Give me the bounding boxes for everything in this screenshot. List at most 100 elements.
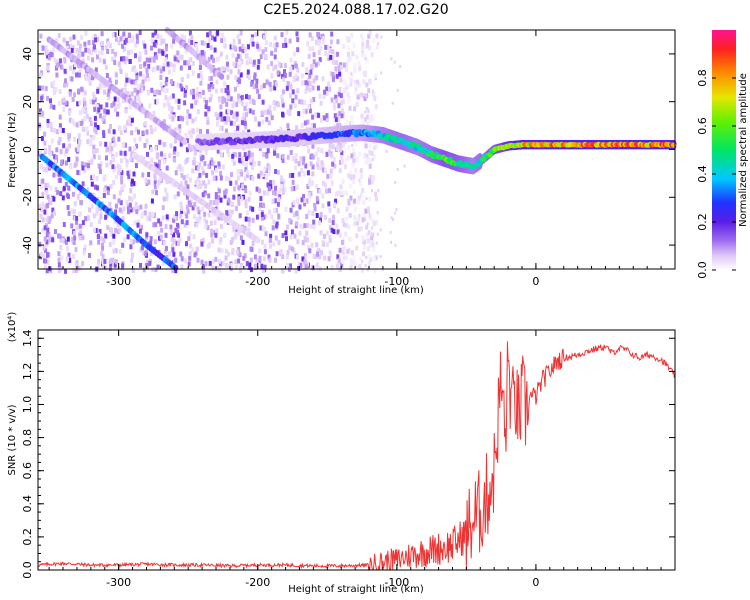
- spectrogram-noise-cell: [41, 201, 45, 207]
- spectrogram-noise-cell: [161, 215, 165, 221]
- spectrogram-noise-cell: [342, 158, 346, 164]
- spectrogram-noise-cell: [219, 111, 223, 117]
- spectrogram-noise-cell: [308, 73, 312, 79]
- spectrogram-noise-cell: [244, 203, 248, 209]
- spectrogram-noise-cell: [162, 119, 166, 125]
- spectrogram-noise-cell: [195, 222, 199, 228]
- spectrogram-noise-cell: [330, 227, 334, 233]
- spectrogram-noise-cell: [43, 204, 47, 210]
- spectrogram-noise-cell: [253, 75, 257, 81]
- spectrogram-noise-cell: [186, 184, 190, 190]
- spectrogram-noise-cell: [177, 104, 181, 110]
- spectrogram-noise-cell: [53, 128, 57, 133]
- spectrogram-noise-cell: [325, 151, 329, 157]
- spectrogram-noise-cell: [249, 257, 253, 263]
- spectrogram-noise-cell: [312, 253, 316, 259]
- spectrogram-noise-cell: [161, 50, 165, 56]
- spectrogram-noise-cell: [46, 182, 50, 188]
- spectrogram-noise-cell: [369, 256, 373, 262]
- spectrogram-noise-cell: [162, 240, 166, 246]
- spectrogram-noise-cell: [367, 110, 370, 114]
- spectrogram-noise-cell: [87, 163, 90, 169]
- spectrogram-noise-cell: [70, 47, 74, 53]
- spectrogram-noise-cell: [353, 221, 357, 227]
- spectrogram-noise-cell: [249, 160, 253, 166]
- spectrogram-noise-cell: [247, 75, 251, 81]
- spectrogram-noise-cell: [243, 185, 247, 191]
- spectrogram-noise-cell: [180, 264, 184, 270]
- spectrogram-noise-cell: [118, 190, 122, 196]
- spectrogram-noise-cell: [81, 51, 85, 57]
- spectrogram-noise-cell: [151, 189, 155, 195]
- spectrogram-noise-cell: [327, 55, 331, 61]
- spectrogram-noise-cell: [40, 136, 44, 141]
- spectrogram-noise-cell: [375, 45, 379, 50]
- spectrogram-noise-cell: [55, 171, 59, 177]
- spectrogram-noise-cell: [350, 77, 353, 83]
- spectrogram-noise-cell: [234, 259, 238, 265]
- spectrogram-noise-cell: [237, 196, 240, 202]
- spectrogram-noise-cell: [89, 222, 93, 228]
- spectrogram-noise-cell: [83, 244, 87, 250]
- spectrogram-noise-cell: [360, 33, 364, 39]
- spectrogram-noise-cell: [179, 43, 183, 49]
- spectrogram-noise-cell: [72, 230, 76, 236]
- spectrogram-noise-cell: [159, 34, 163, 40]
- spectrogram-noise-cell: [64, 160, 68, 166]
- spectrogram-noise-cell: [214, 111, 218, 117]
- spectrogram-noise-cell: [38, 241, 42, 247]
- spectrogram-noise-cell: [200, 40, 204, 46]
- spectrogram-noise-cell: [117, 136, 121, 142]
- spectrogram-noise-cell: [41, 178, 45, 184]
- spectrogram-noise-cell: [260, 239, 264, 245]
- spectrogram-noise-cell: [109, 262, 113, 268]
- spectrogram-noise-cell: [60, 159, 64, 165]
- spectrogram-noise-cell: [249, 267, 253, 273]
- spectrogram-noise-cell: [234, 231, 238, 237]
- spectrogram-noise-cell: [117, 61, 121, 67]
- spectrogram-noise-cell: [75, 156, 79, 162]
- spectrogram-noise-cell: [318, 189, 322, 195]
- spectrogram-noise-cell: [138, 100, 142, 106]
- spectrogram-noise-cell: [140, 224, 143, 230]
- spectrogram-noise-cell: [102, 238, 106, 243]
- spectrogram-noise-cell: [308, 87, 312, 93]
- spectrogram-noise-cell: [191, 144, 195, 150]
- spectrogram-noise-cell: [54, 229, 57, 234]
- spectrogram-noise-cell: [231, 43, 235, 49]
- colorbar-ticks: 0.00.20.40.60.8: [696, 69, 736, 279]
- spectrogram-noise-cell: [319, 100, 323, 106]
- spectrogram-noise-cell: [252, 59, 256, 65]
- spectrogram-noise-cell: [222, 66, 226, 72]
- spectrogram-noise-cell: [295, 184, 299, 190]
- spectrogram-noise-cell: [237, 200, 241, 206]
- spectrogram-noise-cell: [359, 168, 363, 174]
- spectrogram-noise-cell: [138, 136, 142, 142]
- spectrogram-noise-cell: [325, 113, 329, 119]
- spectrogram-noise-cell: [164, 54, 168, 60]
- spectrogram-noise-cell: [315, 262, 319, 268]
- spectrogram-noise-cell: [260, 212, 264, 217]
- spectrogram-noise-cell: [90, 159, 93, 165]
- spectrogram-noise-cell: [190, 103, 194, 109]
- spectrogram-noise-cell: [376, 211, 379, 215]
- spectrogram-noise-cell: [305, 214, 309, 219]
- spectrogram-noise-cell: [158, 235, 162, 241]
- spectrogram-noise-cell: [273, 54, 277, 60]
- spectrogram-noise-cell: [272, 42, 276, 48]
- spectrogram-noise-cell: [338, 110, 342, 116]
- spectrogram-noise-cell: [229, 239, 233, 245]
- spectrogram-noise-cell: [264, 30, 268, 36]
- spectrogram-noise-cell: [185, 220, 189, 226]
- spectrogram-noise-cell: [83, 101, 87, 106]
- spectrogram-noise-cell: [201, 206, 204, 212]
- spectrogram-noise-cell: [309, 161, 313, 167]
- spectrogram-noise-cell: [264, 47, 268, 52]
- spectrogram-noise-cell: [258, 255, 262, 261]
- spectrogram-noise-cell: [75, 122, 79, 128]
- spectrogram-noise-cell: [269, 41, 272, 47]
- spectrogram-noise-cell: [361, 267, 364, 273]
- spectrogram-noise-cell: [366, 222, 369, 226]
- spectrogram-noise-cell: [56, 189, 60, 195]
- spectrogram-noise-cell: [217, 265, 221, 271]
